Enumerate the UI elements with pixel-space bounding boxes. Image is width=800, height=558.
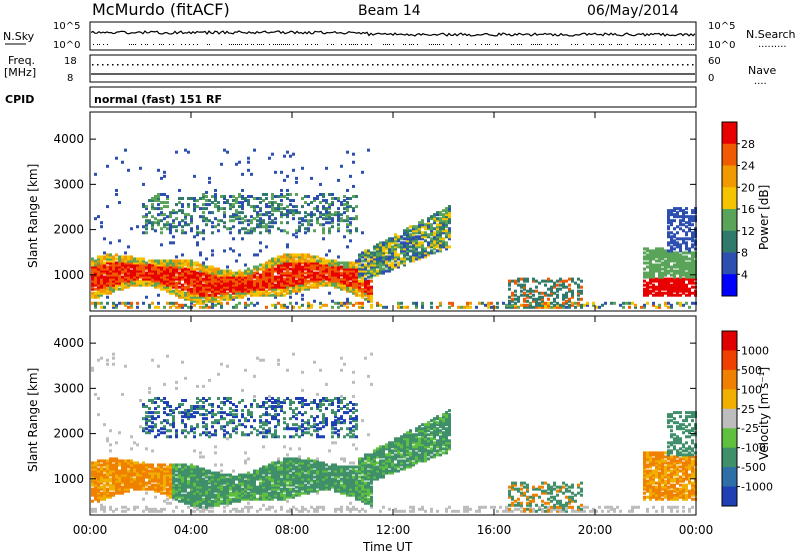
colorbar-tick-label: 1000: [741, 344, 769, 357]
velocity-colorbar-label: Velocity [m s⁻¹]: [757, 367, 771, 460]
y-tick-label: 4000: [53, 336, 84, 350]
noise-right-dots: .........: [758, 39, 787, 50]
noise-search-trace: [93, 44, 694, 45]
colorbar-tick-label: 8: [741, 247, 748, 260]
freq-left-unit: [MHz]: [4, 66, 36, 79]
colorbar-segment: [722, 274, 737, 296]
freq-right-dots: ....: [754, 76, 767, 87]
freq-trace: [91, 64, 695, 74]
y-tick-label: 4000: [53, 132, 84, 146]
station-title: McMurdo (fitACF): [92, 0, 230, 19]
colorbar-segment: [722, 231, 737, 253]
date-label: 06/May/2014: [587, 3, 679, 19]
colorbar-segment: [722, 253, 737, 275]
noise-panel-frame: [90, 22, 696, 50]
colorbar-segment: [722, 350, 737, 370]
y-tick-label: 3000: [53, 177, 84, 191]
velocity-heatmap-cells: [91, 353, 697, 513]
freq-right-tick-bottom: 0: [708, 73, 714, 84]
y-tick-label: 1000: [53, 268, 84, 282]
colorbar-tick-label: -1000: [741, 481, 773, 494]
noise-sky-trace: [91, 31, 695, 36]
colorbar-segment: [722, 448, 737, 468]
y-tick-label: 2000: [53, 223, 84, 237]
colorbar-segment: [722, 409, 737, 429]
colorbar-segment: [722, 209, 737, 231]
x-tick-label: 00:00: [679, 523, 714, 537]
cpid-text: normal (fast) 151 RF: [94, 93, 222, 106]
cpid-label: CPID: [5, 93, 34, 106]
colorbar-segment: [722, 187, 737, 209]
colorbar-tick-label: 28: [741, 138, 755, 151]
colorbar-segment: [722, 370, 737, 390]
beam-label: Beam 14: [358, 3, 421, 19]
y-tick-label: 2000: [53, 427, 84, 441]
power-heatmap-cells: [91, 149, 697, 309]
freq-left-tick-top: 18: [64, 56, 77, 67]
noise-left-label: N.Sky: [3, 30, 35, 43]
colorbar-segment: [722, 144, 737, 166]
velocity-y-label: Slant Range [km]: [26, 368, 40, 472]
noise-left-tick-top: 10^5: [53, 21, 80, 32]
colorbar-tick-label: 20: [741, 181, 755, 194]
freq-right-tick-top: 60: [708, 56, 721, 67]
colorbar-tick-label: 4: [741, 268, 748, 281]
colorbar-segment: [722, 122, 737, 144]
colorbar-segment: [722, 166, 737, 188]
colorbar-tick-label: -500: [741, 461, 766, 474]
x-tick-label: 00:00: [73, 523, 108, 537]
noise-right-tick-top: 10^5: [708, 21, 735, 32]
noise-right-tick-bottom: 10^0: [708, 40, 735, 51]
x-tick-label: 12:00: [376, 523, 411, 537]
power-colorbar: 4 8 12 16 20 24 28: [722, 122, 755, 297]
x-tick-label: 16:00: [477, 523, 512, 537]
x-axis-label: Time UT: [362, 540, 413, 554]
y-tick-label: 3000: [53, 381, 84, 395]
colorbar-tick-label: 25: [741, 403, 755, 416]
x-tick-label: 08:00: [275, 523, 310, 537]
colorbar-segment: [722, 331, 737, 351]
colorbar-tick-label: 24: [741, 160, 755, 173]
freq-panel-frame: [90, 55, 696, 82]
x-tick-label: 20:00: [578, 523, 613, 537]
x-tick-label: 04:00: [174, 523, 209, 537]
colorbar-tick-label: 16: [741, 203, 755, 216]
power-y-label: Slant Range [km]: [26, 164, 40, 268]
colorbar-tick-label: 12: [741, 225, 755, 238]
power-colorbar-label: Power [dB]: [757, 185, 771, 250]
y-tick-label: 1000: [53, 472, 84, 486]
colorbar-segment: [722, 428, 737, 448]
colorbar-segment: [722, 487, 737, 507]
noise-left-tick-bottom: 10^0: [53, 40, 80, 51]
colorbar-segment: [722, 467, 737, 487]
freq-left-tick-bottom: 8: [67, 73, 73, 84]
colorbar-segment: [722, 389, 737, 409]
